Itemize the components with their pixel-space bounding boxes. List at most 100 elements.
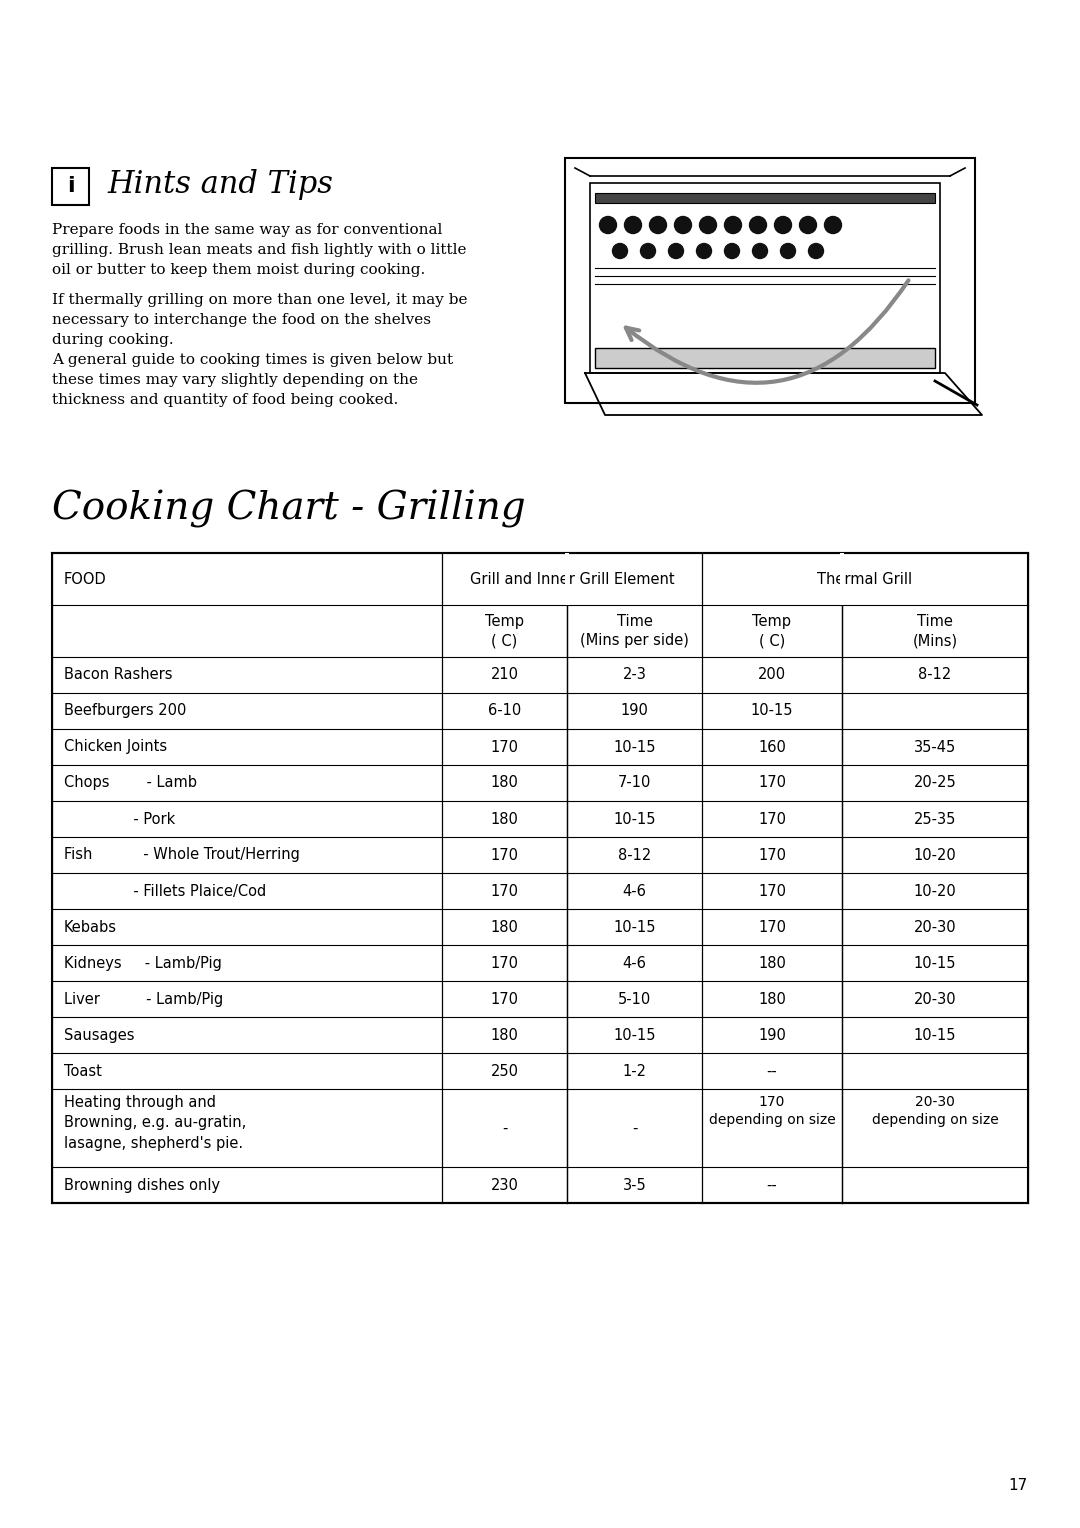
- Text: 170: 170: [490, 740, 518, 755]
- Text: 10-20: 10-20: [914, 883, 957, 898]
- Text: 180: 180: [490, 776, 518, 790]
- Text: 180: 180: [758, 955, 786, 970]
- Circle shape: [669, 243, 684, 258]
- Circle shape: [809, 243, 824, 258]
- Text: 10-15: 10-15: [751, 703, 793, 718]
- Text: 170: 170: [758, 811, 786, 827]
- Bar: [565, 157, 975, 403]
- Text: 10-15: 10-15: [914, 955, 956, 970]
- Text: 170
depending on size: 170 depending on size: [708, 1096, 835, 1126]
- Text: 170: 170: [490, 883, 518, 898]
- Text: --: --: [767, 1063, 778, 1079]
- Text: 3-5: 3-5: [623, 1178, 646, 1192]
- Circle shape: [624, 217, 642, 234]
- Circle shape: [824, 217, 841, 234]
- Text: 10-15: 10-15: [914, 1027, 956, 1042]
- Text: Browning dishes only: Browning dishes only: [64, 1178, 220, 1192]
- Text: 35-45: 35-45: [914, 740, 956, 755]
- Text: 180: 180: [490, 920, 518, 935]
- Bar: [565, 553, 569, 605]
- Text: 190: 190: [758, 1027, 786, 1042]
- Text: 20-30
depending on size: 20-30 depending on size: [872, 1096, 998, 1126]
- Circle shape: [781, 243, 796, 258]
- Circle shape: [640, 243, 656, 258]
- Text: Grill and Inner Grill Element: Grill and Inner Grill Element: [470, 571, 674, 587]
- Text: 4-6: 4-6: [622, 883, 647, 898]
- Text: 170: 170: [758, 883, 786, 898]
- Text: 4-6: 4-6: [622, 955, 647, 970]
- Circle shape: [697, 243, 712, 258]
- Text: If thermally grilling on more than one level, it may be
necessary to interchange: If thermally grilling on more than one l…: [52, 293, 468, 347]
- Text: 1-2: 1-2: [622, 1063, 647, 1079]
- Text: 10-15: 10-15: [613, 920, 656, 935]
- Text: Thermal Grill: Thermal Grill: [818, 571, 913, 587]
- Text: 25-35: 25-35: [914, 811, 956, 827]
- Circle shape: [774, 217, 792, 234]
- Circle shape: [725, 243, 740, 258]
- Circle shape: [700, 217, 716, 234]
- Text: Temp
( C): Temp ( C): [485, 614, 524, 648]
- Text: Cooking Chart - Grilling: Cooking Chart - Grilling: [52, 490, 526, 529]
- Circle shape: [750, 217, 767, 234]
- Text: 17: 17: [1009, 1478, 1028, 1493]
- Bar: [595, 348, 935, 368]
- Text: FOOD: FOOD: [64, 571, 107, 587]
- Text: 180: 180: [490, 1027, 518, 1042]
- Circle shape: [753, 243, 768, 258]
- Text: 8-12: 8-12: [918, 668, 951, 683]
- Text: Temp
( C): Temp ( C): [753, 614, 792, 648]
- Text: 7-10: 7-10: [618, 776, 651, 790]
- Text: 20-25: 20-25: [914, 776, 957, 790]
- Text: Fish           - Whole Trout/Herring: Fish - Whole Trout/Herring: [64, 848, 300, 862]
- Text: 210: 210: [490, 668, 518, 683]
- Text: 200: 200: [758, 668, 786, 683]
- Text: 230: 230: [490, 1178, 518, 1192]
- Circle shape: [799, 217, 816, 234]
- Text: Hints and Tips: Hints and Tips: [107, 170, 333, 200]
- Bar: [590, 183, 940, 373]
- Circle shape: [649, 217, 666, 234]
- Text: 10-15: 10-15: [613, 740, 656, 755]
- Bar: [595, 193, 935, 203]
- Text: 170: 170: [758, 920, 786, 935]
- Bar: [52, 168, 89, 205]
- Text: Toast: Toast: [64, 1063, 102, 1079]
- Text: 170: 170: [758, 848, 786, 862]
- Text: 250: 250: [490, 1063, 518, 1079]
- Text: 10-20: 10-20: [914, 848, 957, 862]
- Text: 10-15: 10-15: [613, 811, 656, 827]
- Text: Kebabs: Kebabs: [64, 920, 117, 935]
- Text: Chicken Joints: Chicken Joints: [64, 740, 167, 755]
- Text: Sausages: Sausages: [64, 1027, 135, 1042]
- Text: Bacon Rashers: Bacon Rashers: [64, 668, 173, 683]
- Circle shape: [599, 217, 617, 234]
- FancyArrowPatch shape: [625, 280, 908, 384]
- Text: 8-12: 8-12: [618, 848, 651, 862]
- Text: 160: 160: [758, 740, 786, 755]
- Text: 170: 170: [758, 776, 786, 790]
- Text: -: -: [502, 1120, 508, 1135]
- Text: 190: 190: [621, 703, 648, 718]
- Text: 170: 170: [490, 955, 518, 970]
- Text: 6-10: 6-10: [488, 703, 522, 718]
- Text: -: -: [632, 1120, 637, 1135]
- Text: Kidneys     - Lamb/Pig: Kidneys - Lamb/Pig: [64, 955, 221, 970]
- Bar: [52, 553, 1028, 1203]
- Text: --: --: [767, 1178, 778, 1192]
- Text: Beefburgers 200: Beefburgers 200: [64, 703, 187, 718]
- Text: A general guide to cooking times is given below but
these times may vary slightl: A general guide to cooking times is give…: [52, 353, 454, 406]
- Text: 170: 170: [490, 848, 518, 862]
- Text: Prepare foods in the same way as for conventional
grilling. Brush lean meats and: Prepare foods in the same way as for con…: [52, 223, 467, 277]
- Text: 180: 180: [758, 992, 786, 1007]
- Text: Liver          - Lamb/Pig: Liver - Lamb/Pig: [64, 992, 224, 1007]
- Text: 180: 180: [490, 811, 518, 827]
- Text: Time
(Mins): Time (Mins): [913, 614, 958, 648]
- Text: Chops        - Lamb: Chops - Lamb: [64, 776, 197, 790]
- Text: i: i: [67, 177, 75, 197]
- Bar: [840, 553, 843, 605]
- Circle shape: [725, 217, 742, 234]
- Circle shape: [675, 217, 691, 234]
- Text: - Fillets Plaice/Cod: - Fillets Plaice/Cod: [64, 883, 267, 898]
- Text: 20-30: 20-30: [914, 992, 956, 1007]
- Text: Time
(Mins per side): Time (Mins per side): [580, 614, 689, 648]
